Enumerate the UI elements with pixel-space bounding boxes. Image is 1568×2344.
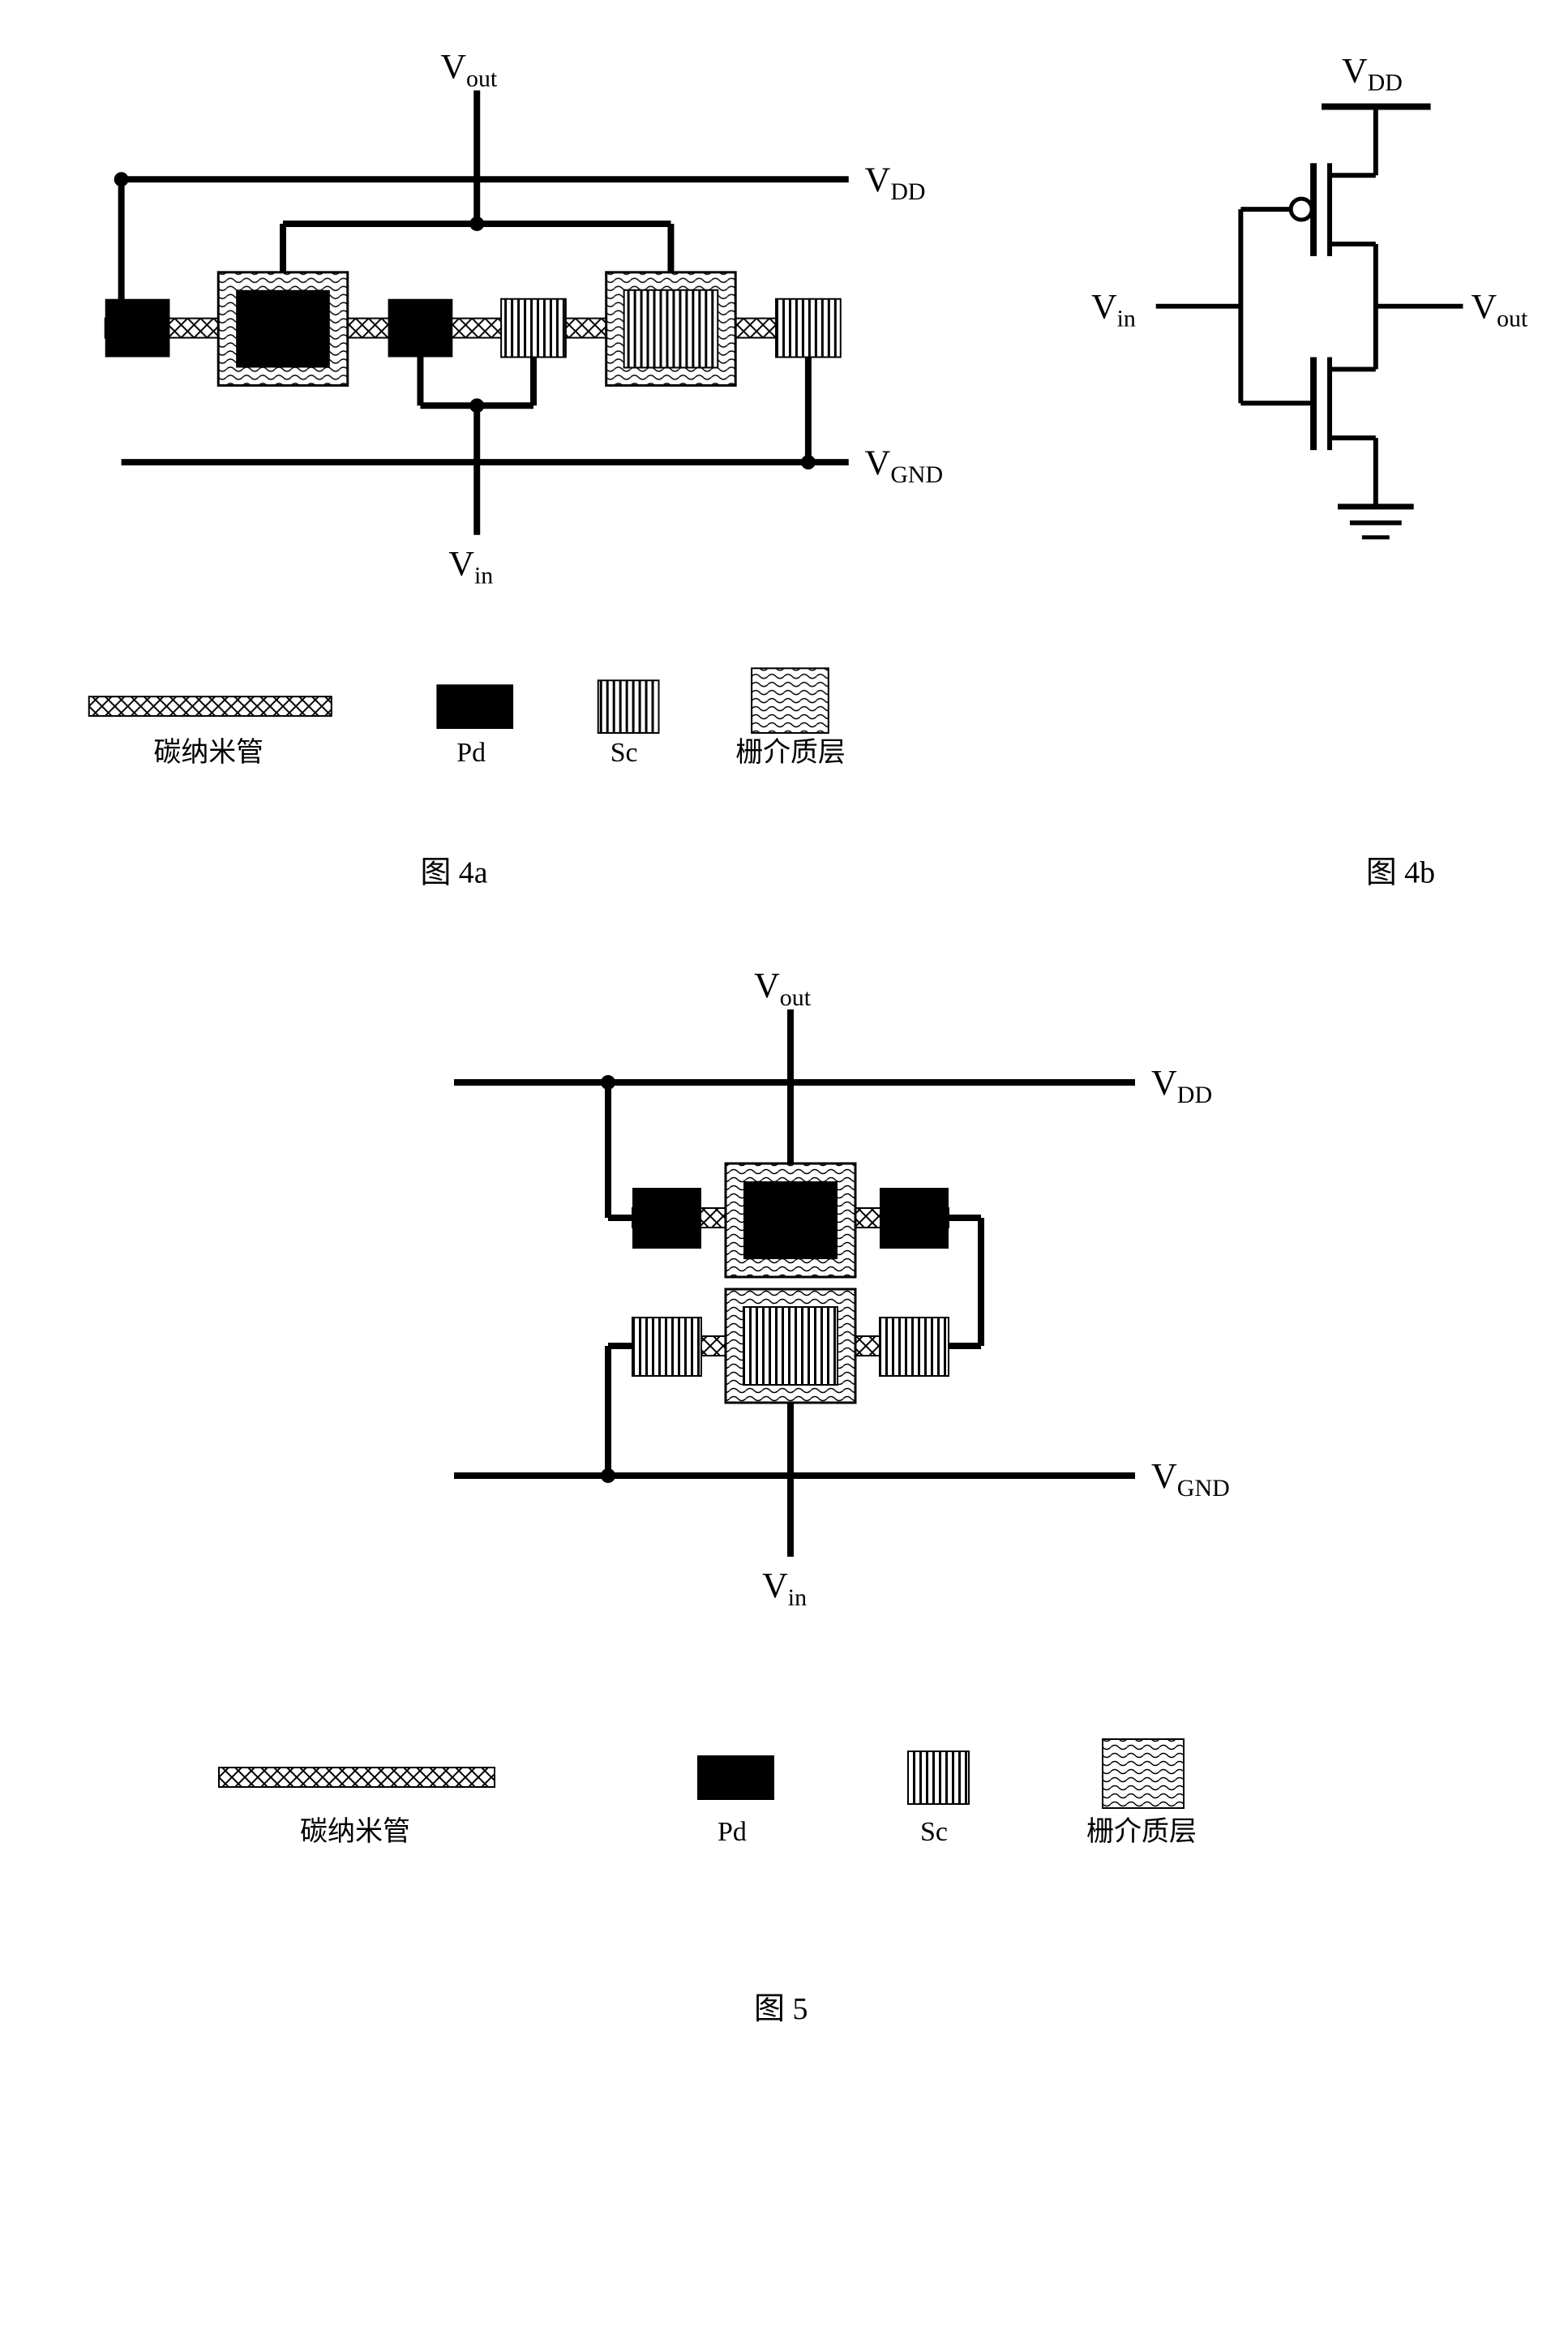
nmos-symbol bbox=[1240, 357, 1375, 450]
legend-cnt-swatch bbox=[89, 696, 332, 716]
legend-sc-swatch-5 bbox=[908, 1751, 969, 1804]
pd-gate-5 bbox=[743, 1181, 838, 1259]
legend-pd-label: Pd bbox=[456, 738, 486, 768]
row-fig4: Vout VDD VGND Vin bbox=[32, 32, 1536, 924]
label-vdd-4b: VDD bbox=[1342, 52, 1403, 96]
caption-fig4a: 图 4a bbox=[420, 855, 487, 889]
caption-fig4b: 图 4b bbox=[1366, 855, 1435, 889]
label-vin-5: Vin bbox=[762, 1566, 807, 1611]
legend-pd-label-5: Pd bbox=[718, 1817, 747, 1847]
page: Vout VDD VGND Vin bbox=[32, 32, 1536, 2100]
sc-gate-right bbox=[624, 290, 718, 368]
label-vout-4b: Vout bbox=[1471, 288, 1528, 332]
legend-cnt-label: 碳纳米管 bbox=[154, 737, 263, 768]
pmos-symbol bbox=[1240, 163, 1375, 256]
label-vdd-5: VDD bbox=[1151, 1063, 1212, 1108]
label-vin-bottom: Vin bbox=[448, 545, 493, 589]
legend-sc-label-5: Sc bbox=[920, 1817, 948, 1847]
label-vin-4b: Vin bbox=[1091, 288, 1136, 332]
legend-cnt-swatch-5 bbox=[219, 1768, 495, 1787]
legend-gate-swatch bbox=[752, 668, 829, 733]
legend-pd-swatch bbox=[436, 684, 513, 729]
pd-left-5 bbox=[632, 1188, 701, 1249]
sc-right-5 bbox=[880, 1318, 949, 1376]
sc-pad-right1 bbox=[501, 299, 566, 358]
fig5-svg: Vout VDD VGND Vin bbox=[32, 924, 1536, 2100]
legend-pd-swatch-5 bbox=[697, 1755, 774, 1800]
pd-pad-left1 bbox=[105, 299, 170, 358]
sc-gate-5 bbox=[743, 1307, 838, 1385]
label-vout-5: Vout bbox=[754, 966, 812, 1011]
label-vgnd: VGND bbox=[865, 444, 943, 488]
legend-cnt-label-5: 碳纳米管 bbox=[300, 1816, 410, 1847]
fig4a-svg: Vout VDD VGND Vin bbox=[32, 32, 1083, 924]
sc-left-5 bbox=[632, 1318, 701, 1376]
label-vgnd-5: VGND bbox=[1151, 1456, 1230, 1502]
label-vdd: VDD bbox=[865, 161, 926, 205]
legend-fig5: 碳纳米管 Pd Sc 栅介质层 bbox=[219, 1739, 1197, 1847]
label-vout-top: Vout bbox=[440, 48, 498, 92]
pd-pad-left2 bbox=[388, 299, 453, 358]
pd-right-5 bbox=[880, 1188, 949, 1249]
node bbox=[469, 216, 484, 231]
legend-gate-label: 栅介质层 bbox=[735, 737, 845, 768]
legend-sc-swatch bbox=[598, 680, 659, 733]
legend-fig4a: 碳纳米管 Pd Sc 栅介质层 bbox=[89, 668, 846, 768]
legend-gate-swatch-5 bbox=[1103, 1739, 1184, 1808]
legend-sc-label: Sc bbox=[610, 738, 638, 768]
caption-fig5: 图 5 bbox=[754, 1992, 808, 2026]
pd-gate-left bbox=[236, 290, 330, 368]
legend-gate-label-5: 栅介质层 bbox=[1086, 1816, 1197, 1847]
fig4b-svg: VDD Vout Vin 图 4b bbox=[1083, 32, 1536, 924]
sc-pad-right2 bbox=[776, 299, 841, 358]
